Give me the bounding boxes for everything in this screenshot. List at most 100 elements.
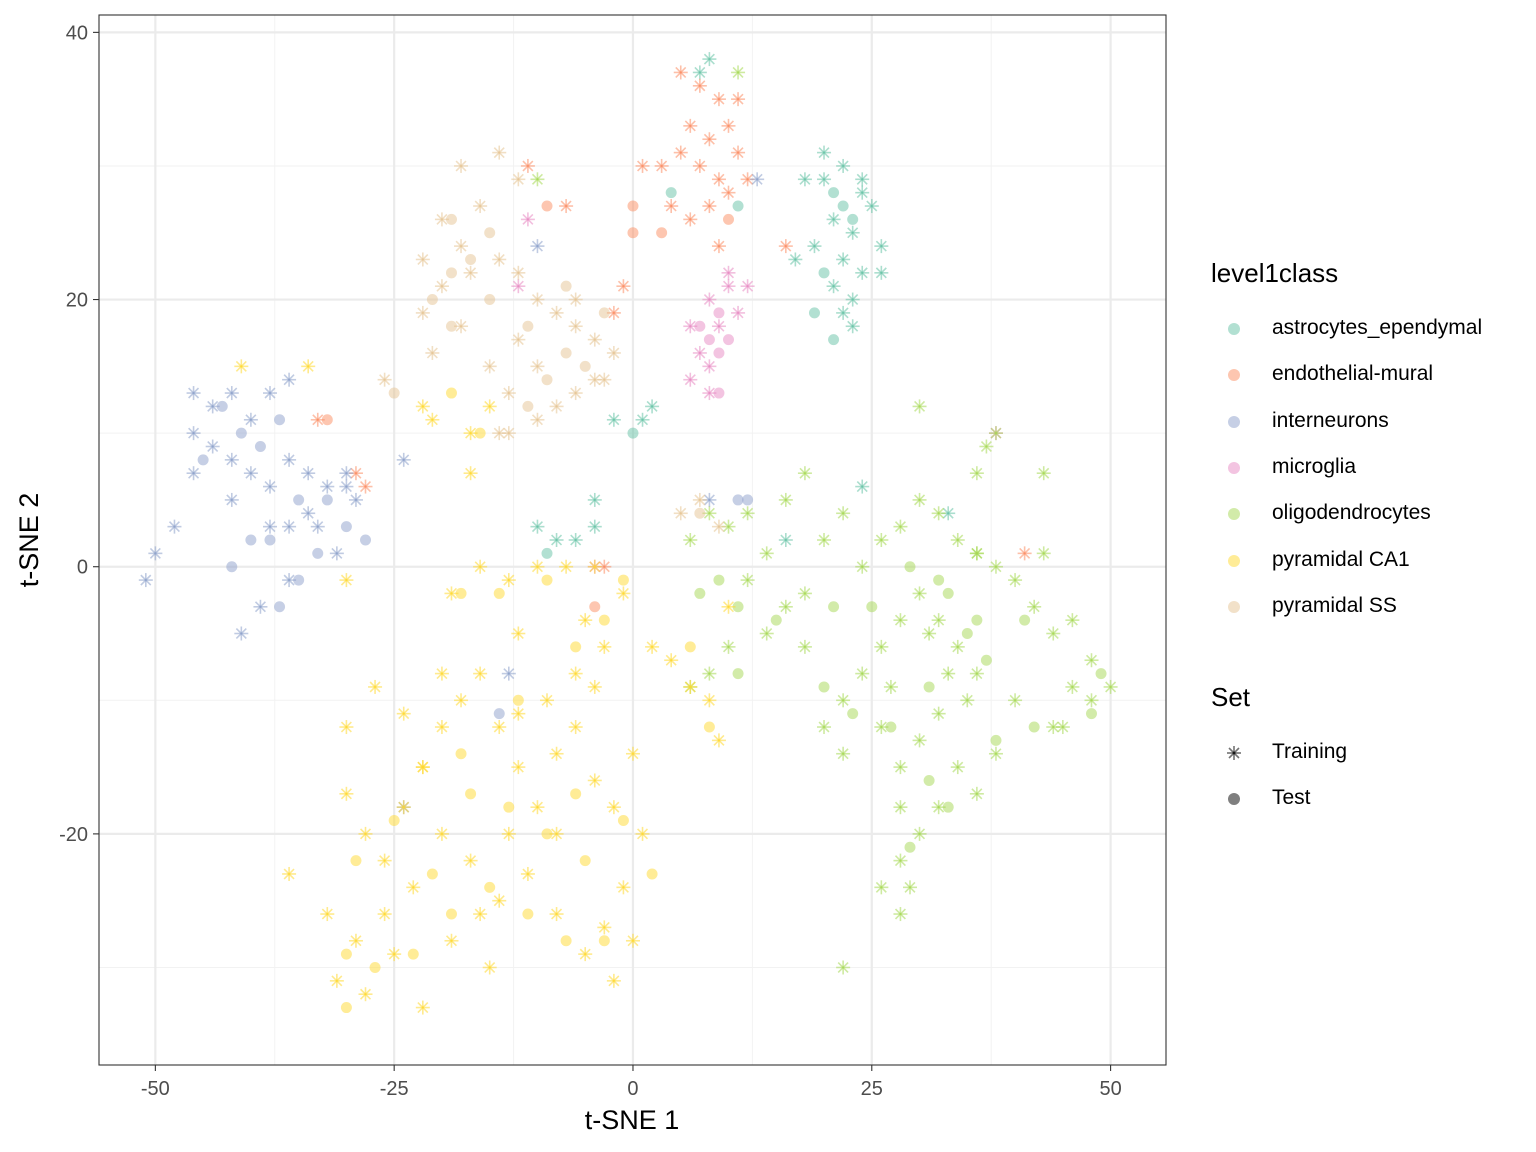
legend-key-circle-icon [1228, 461, 1240, 474]
x-tick-label: -50 [141, 1078, 170, 1100]
test-point [579, 360, 591, 372]
series-oligodendrocytes [530, 65, 1118, 975]
training-point [893, 760, 908, 775]
training-point [348, 933, 363, 948]
training-point [673, 65, 688, 80]
training-point [893, 519, 908, 534]
training-point [950, 533, 965, 547]
legend-key-asterisk-icon [1227, 746, 1241, 760]
training-point [530, 519, 545, 534]
training-point [731, 145, 746, 160]
legend-label: microglia [1272, 454, 1357, 478]
test-point [818, 267, 830, 279]
test-point [484, 227, 496, 239]
training-point [320, 479, 335, 494]
test-point [684, 641, 696, 653]
training-point [941, 666, 956, 681]
training-point [1065, 613, 1080, 628]
test-point [732, 601, 744, 613]
training-point [1055, 720, 1070, 735]
training-point [874, 239, 889, 254]
legend-item-microglia: microglia [1211, 453, 1531, 499]
training-point [893, 853, 908, 868]
training-point [836, 252, 851, 267]
training-point [969, 786, 984, 801]
test-point [847, 708, 859, 720]
test-point [617, 815, 629, 827]
training-point [310, 412, 325, 427]
test-point [340, 1002, 352, 1014]
training-point [549, 533, 564, 547]
test-point [828, 601, 840, 613]
data-points [138, 52, 1118, 1015]
training-point [1084, 693, 1099, 708]
test-point [961, 628, 973, 640]
training-point [301, 359, 316, 374]
test-point [847, 213, 859, 225]
training-point [415, 1000, 430, 1015]
training-point [473, 199, 488, 214]
training-point [568, 292, 583, 307]
training-point [549, 305, 564, 320]
legend-key-circle-icon [1228, 793, 1240, 805]
training-point [1046, 720, 1061, 735]
test-point [226, 561, 238, 573]
test-point [598, 614, 610, 626]
test-point [808, 307, 820, 319]
test-point [732, 494, 744, 506]
training-point [473, 559, 488, 574]
training-point [463, 265, 478, 280]
training-point [415, 399, 430, 414]
training-point [587, 492, 602, 507]
test-point [493, 587, 505, 599]
training-point [683, 212, 698, 227]
training-point [1103, 679, 1118, 694]
test-point [484, 294, 496, 306]
test-point [493, 708, 505, 720]
x-tick-label: 0 [627, 1078, 638, 1100]
training-point [348, 492, 363, 507]
test-point [560, 935, 572, 947]
training-point [1008, 573, 1023, 588]
test-point [321, 494, 333, 506]
training-point [950, 639, 965, 654]
training-point [597, 639, 612, 654]
legend-item-astrocytes-ependymal: astrocytes_ependymal [1211, 314, 1531, 360]
training-point [645, 639, 660, 654]
training-point [454, 158, 469, 173]
training-point [616, 880, 631, 895]
test-point [340, 521, 352, 533]
training-point [253, 599, 268, 614]
training-point [530, 239, 545, 254]
training-point [530, 800, 545, 815]
training-point [874, 880, 889, 895]
training-point [1046, 626, 1061, 641]
legend-item-training: Training [1211, 738, 1531, 784]
training-point [902, 880, 917, 895]
test-point [703, 334, 715, 346]
test-point [560, 347, 572, 359]
training-point [186, 426, 201, 441]
test-point [990, 734, 1002, 746]
training-point [454, 693, 469, 708]
training-point [492, 720, 507, 735]
training-point [396, 706, 411, 721]
training-point [702, 359, 717, 374]
training-point [511, 265, 526, 280]
legend-label: pyramidal SS [1272, 593, 1397, 617]
shape-legend-title: Set [1211, 682, 1251, 712]
training-point [845, 319, 860, 334]
test-point [1019, 614, 1031, 626]
test-point [837, 200, 849, 212]
training-point [836, 506, 851, 521]
test-point [627, 200, 639, 212]
test-point [407, 948, 419, 960]
y-axis-label: t-SNE 2 [14, 493, 44, 588]
training-point [683, 533, 698, 547]
test-point [274, 601, 286, 613]
training-point [530, 172, 545, 187]
training-point [721, 118, 736, 133]
training-point [855, 172, 870, 187]
test-point [923, 681, 935, 693]
training-point [625, 933, 640, 948]
